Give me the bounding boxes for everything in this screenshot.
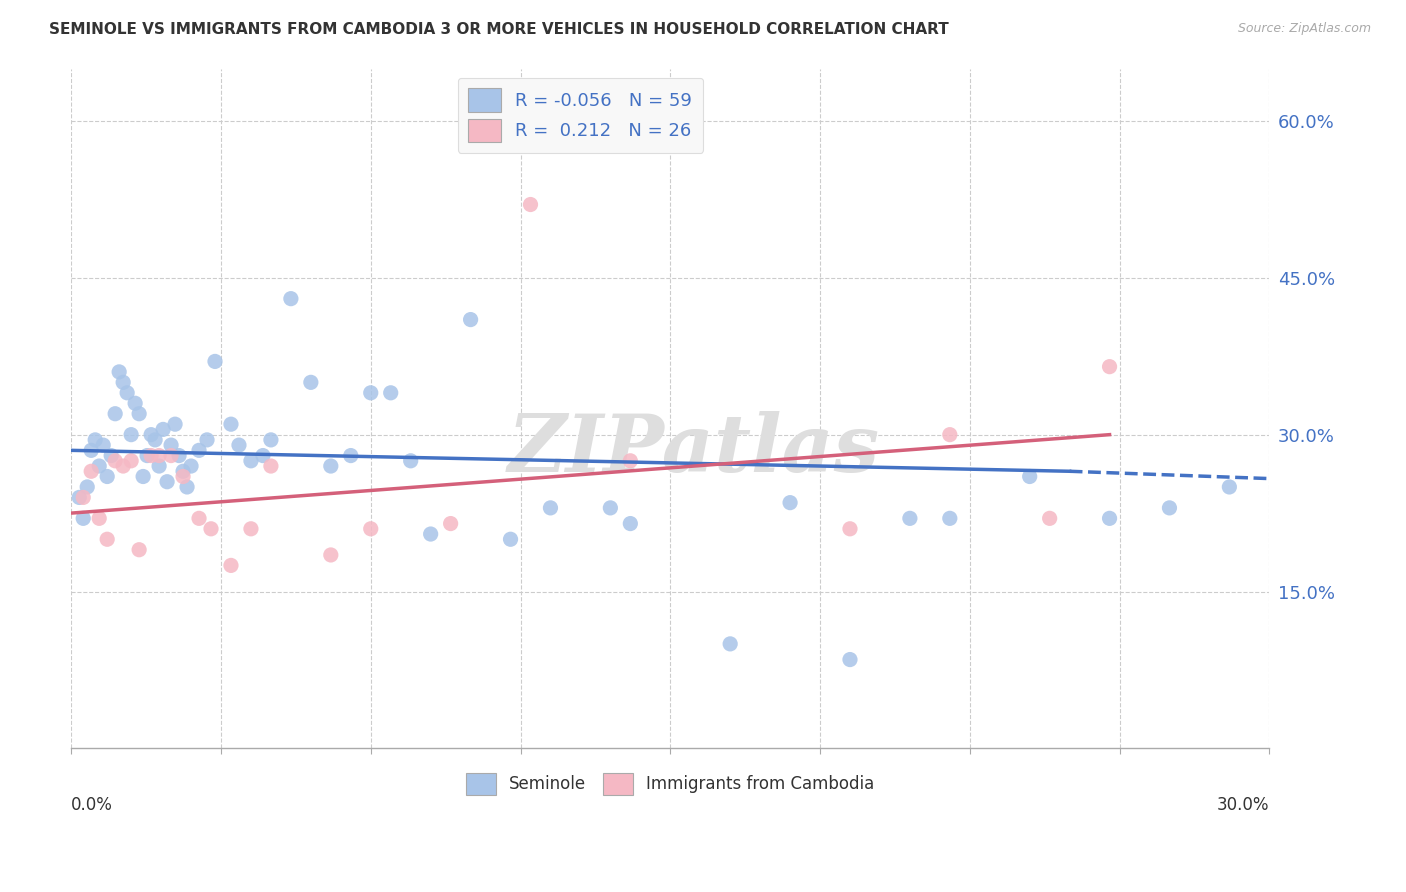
Point: [156, 475, 179, 489]
Point: [96, 533, 118, 547]
Point: [619, 454, 641, 468]
Point: [80, 443, 103, 458]
Point: [239, 522, 262, 536]
Point: [104, 407, 127, 421]
Point: [499, 533, 522, 547]
Point: [100, 449, 122, 463]
Point: [96, 469, 118, 483]
Text: 30.0%: 30.0%: [1216, 796, 1270, 814]
Point: [204, 354, 226, 368]
Point: [540, 500, 562, 515]
Point: [360, 522, 382, 536]
Point: [399, 454, 422, 468]
Point: [148, 449, 170, 463]
Point: [252, 449, 274, 463]
Point: [165, 417, 187, 432]
Point: [72, 511, 94, 525]
Point: [260, 458, 283, 473]
Point: [718, 637, 741, 651]
Point: [519, 197, 541, 211]
Point: [176, 480, 198, 494]
Point: [1098, 511, 1121, 525]
Point: [779, 496, 801, 510]
Point: [91, 438, 114, 452]
Point: [112, 458, 135, 473]
Point: [139, 449, 162, 463]
Point: [299, 376, 322, 390]
Point: [72, 491, 94, 505]
Point: [160, 449, 183, 463]
Point: [839, 522, 862, 536]
Point: [260, 433, 283, 447]
Text: 0.0%: 0.0%: [72, 796, 112, 814]
Point: [1018, 469, 1040, 483]
Point: [195, 433, 218, 447]
Point: [112, 376, 135, 390]
Point: [200, 522, 222, 536]
Legend: Seminole, Immigrants from Cambodia: Seminole, Immigrants from Cambodia: [460, 766, 882, 801]
Point: [89, 511, 111, 525]
Point: [143, 433, 166, 447]
Point: [228, 438, 250, 452]
Point: [1218, 480, 1240, 494]
Point: [280, 292, 302, 306]
Point: [84, 433, 107, 447]
Point: [124, 396, 146, 410]
Point: [120, 427, 142, 442]
Point: [136, 449, 159, 463]
Point: [319, 458, 342, 473]
Point: [219, 417, 242, 432]
Point: [115, 385, 138, 400]
Point: [128, 407, 150, 421]
Point: [152, 422, 174, 436]
Point: [440, 516, 463, 531]
Point: [180, 458, 202, 473]
Point: [219, 558, 242, 573]
Point: [460, 312, 482, 326]
Point: [67, 491, 90, 505]
Point: [172, 469, 194, 483]
Point: [1159, 500, 1181, 515]
Point: [1098, 359, 1121, 374]
Text: Source: ZipAtlas.com: Source: ZipAtlas.com: [1237, 22, 1371, 36]
Point: [1039, 511, 1062, 525]
Point: [599, 500, 621, 515]
Point: [139, 427, 162, 442]
Point: [89, 458, 111, 473]
Point: [80, 464, 103, 478]
Point: [128, 542, 150, 557]
Point: [167, 449, 190, 463]
Point: [104, 454, 127, 468]
Point: [120, 454, 142, 468]
Point: [898, 511, 921, 525]
Point: [108, 365, 131, 379]
Point: [939, 427, 962, 442]
Point: [419, 527, 441, 541]
Point: [939, 511, 962, 525]
Text: SEMINOLE VS IMMIGRANTS FROM CAMBODIA 3 OR MORE VEHICLES IN HOUSEHOLD CORRELATION: SEMINOLE VS IMMIGRANTS FROM CAMBODIA 3 O…: [49, 22, 949, 37]
Point: [188, 511, 211, 525]
Point: [380, 385, 402, 400]
Point: [172, 464, 194, 478]
Point: [148, 458, 170, 473]
Point: [360, 385, 382, 400]
Point: [239, 454, 262, 468]
Point: [619, 516, 641, 531]
Point: [76, 480, 98, 494]
Point: [132, 469, 155, 483]
Point: [319, 548, 342, 562]
Point: [339, 449, 361, 463]
Point: [839, 652, 862, 666]
Point: [160, 438, 183, 452]
Text: ZIPatlas: ZIPatlas: [508, 410, 880, 488]
Point: [188, 443, 211, 458]
